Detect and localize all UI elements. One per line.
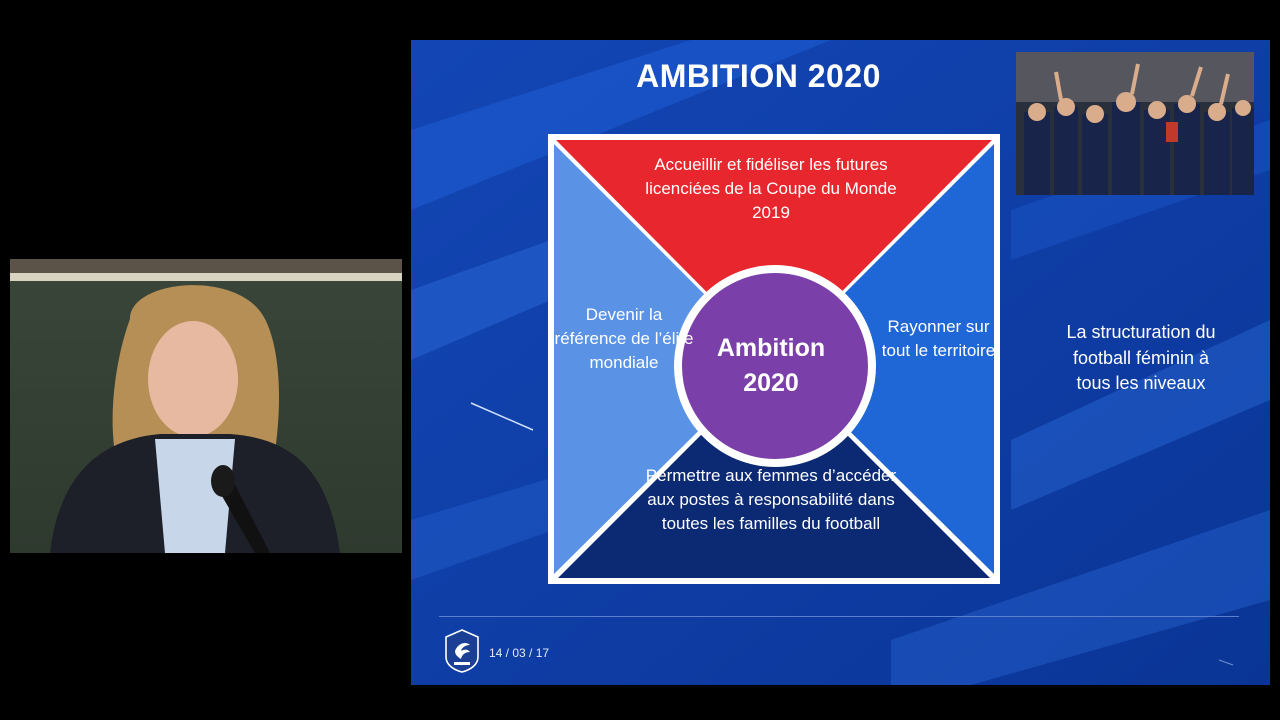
center-label-line2: 2020	[743, 369, 799, 397]
quadrant-top-text: Accueillir et fidéliser les futures lice…	[645, 155, 897, 222]
quadrant-left	[554, 144, 770, 574]
presentation-slide: AMBITION 2020 Accueillir et fidéliser le…	[411, 40, 1270, 685]
team-photo-image	[1016, 52, 1254, 195]
center-circle	[682, 273, 868, 459]
speaker-video	[10, 259, 402, 553]
quadrant-right	[778, 144, 994, 574]
footer-divider	[439, 616, 1239, 617]
ffff-logo-icon	[445, 629, 479, 673]
quadrant-top	[556, 140, 992, 360]
slide-title: AMBITION 2020	[636, 58, 881, 94]
quadrant-bottom	[558, 362, 990, 578]
slide-date: 14 / 03 / 17	[489, 646, 550, 660]
team-photo	[1016, 52, 1254, 195]
ambition-quadrant-diagram	[548, 134, 1000, 584]
quadrant-left-text: Devenir la référence de l’élite mondiale	[554, 305, 694, 372]
center-label-line1: Ambition	[716, 334, 826, 362]
speaker-figure	[50, 285, 340, 553]
quadrant-right-text: Rayonner sur tout le territoire	[881, 317, 996, 360]
quadrant-bottom-text: Permettre aux femmes d’accéder aux poste…	[645, 466, 897, 533]
center-label: Ambition 2020	[681, 331, 861, 401]
side-text: La structuration du football féminin à t…	[1066, 322, 1216, 393]
